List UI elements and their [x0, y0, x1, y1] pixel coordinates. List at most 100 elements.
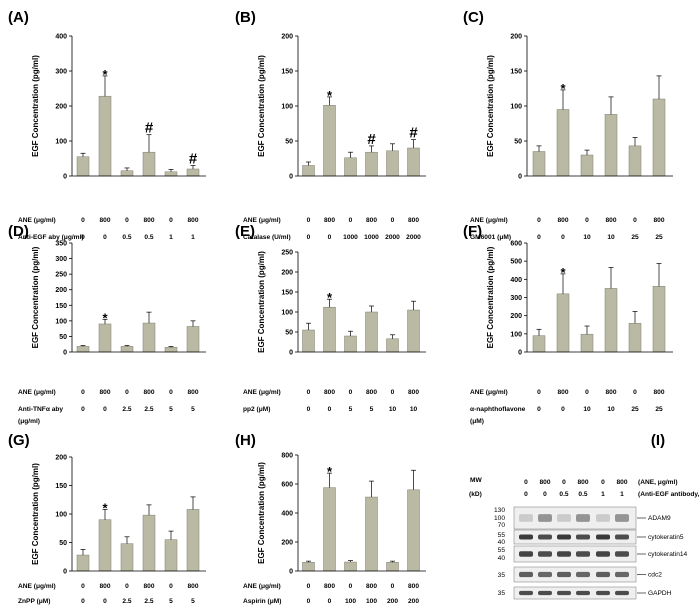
chart-panel-3: (C)EGF Concentration (pg/ml)050100150200…	[463, 9, 673, 241]
blot-lane-ane: 800	[577, 479, 588, 486]
y-tick-label: 500	[510, 259, 522, 266]
bar	[556, 109, 570, 177]
condition-value: 0	[125, 217, 129, 224]
condition-value: 800	[324, 217, 335, 224]
condition-value: 0	[81, 598, 85, 605]
bar	[142, 151, 156, 177]
condition-value: 0	[349, 217, 353, 224]
condition-value: 0	[81, 217, 85, 224]
mw-marker: 55	[498, 532, 506, 539]
condition-label: ANE (μg/ml)	[470, 217, 508, 224]
condition-value: 5	[169, 598, 173, 605]
condition-value: 10	[607, 234, 615, 241]
condition-value: 0	[307, 598, 311, 605]
blot-lane-aby: 0	[524, 491, 528, 498]
blot-lane-ane: 800	[539, 479, 550, 486]
blot-lane-ane: 800	[616, 479, 627, 486]
y-tick-label: 0	[63, 174, 67, 181]
condition-value: 0	[349, 583, 353, 590]
condition-label: Catalase (U/ml)	[243, 234, 291, 241]
protein-label: cytokeratin14	[648, 551, 688, 558]
condition-value: 800	[187, 217, 198, 224]
y-tick-label: 400	[281, 511, 293, 518]
condition-value: 1	[191, 234, 195, 241]
condition-value: 2.5	[144, 598, 153, 605]
condition-value: 800	[408, 389, 419, 396]
bar	[120, 170, 134, 177]
blot-band	[519, 590, 533, 596]
mw-marker: 55	[498, 547, 506, 554]
condition-value: 10	[410, 406, 418, 413]
blot-lane-ane: 0	[524, 479, 528, 486]
protein-label: cdc2	[648, 572, 662, 579]
blot-aby-label: (Anti-EGF antibody, μg/ml)	[638, 491, 700, 498]
bar	[142, 322, 156, 353]
blot-lane-aby: 0.5	[578, 491, 587, 498]
blot-band	[576, 571, 590, 578]
bar	[76, 554, 90, 572]
hash-mark: #	[409, 125, 418, 142]
bar	[580, 333, 594, 353]
blot-band	[596, 534, 610, 540]
condition-label: Aspirin (μM)	[243, 598, 281, 605]
condition-label: Anti-TNFα aby	[18, 406, 63, 413]
blot-band	[557, 571, 571, 578]
condition-value: 800	[605, 217, 616, 224]
condition-value: 0	[328, 598, 332, 605]
y-tick-label: 0	[518, 174, 522, 181]
blot-band	[596, 551, 610, 557]
condition-value: 2.5	[122, 406, 131, 413]
chart-panel-8: (H) EGF Concentration (pg/ml) 0 200 400 600 80…	[235, 432, 426, 605]
bar	[302, 562, 315, 572]
y-tick-label: 400	[55, 34, 67, 41]
condition-value: 800	[366, 217, 377, 224]
y-tick-label: 250	[55, 272, 67, 279]
bar	[120, 543, 134, 572]
y-tick-label: 350	[55, 241, 67, 248]
condition-value: 800	[99, 389, 110, 396]
condition-label: pp2 (μM)	[243, 406, 270, 413]
condition-value: 0	[633, 217, 637, 224]
condition-value: 0	[585, 389, 589, 396]
condition-value: 25	[655, 406, 663, 413]
blot-strip	[513, 566, 637, 583]
condition-value: 0	[81, 234, 85, 241]
significance-star: *	[560, 265, 566, 280]
y-tick-label: 100	[510, 331, 522, 338]
y-tick-label: 150	[55, 303, 67, 310]
bar	[407, 309, 420, 353]
blot-band	[557, 590, 571, 596]
bar	[365, 151, 378, 177]
hash-mark: #	[367, 131, 376, 148]
condition-value: 2000	[385, 234, 400, 241]
condition-value: 0	[307, 389, 311, 396]
condition-value: 0	[169, 583, 173, 590]
chart-panel-1: (A)EGF Concentration (pg/ml)010020030040…	[8, 9, 206, 241]
bar	[323, 105, 336, 177]
y-axis-label: EGF Concentration (pg/ml)	[31, 463, 40, 565]
bar	[98, 519, 112, 572]
condition-label: ANE (μg/ml)	[18, 583, 56, 590]
condition-value: 0	[125, 389, 129, 396]
bar	[164, 171, 178, 177]
bar	[407, 489, 420, 572]
panel-label: (H)	[235, 432, 256, 449]
condition-value: 10	[607, 406, 615, 413]
y-axis-label: EGF Concentration (pg/ml)	[257, 55, 266, 157]
y-tick-label: 0	[63, 569, 67, 576]
condition-value: 0	[391, 389, 395, 396]
y-axis-label: EGF Concentration (pg/ml)	[486, 55, 495, 157]
condition-value: 0	[391, 583, 395, 590]
y-tick-label: 100	[281, 310, 293, 317]
condition-label: (μM)	[470, 418, 484, 425]
blot-band	[576, 551, 590, 557]
significance-star: *	[327, 290, 333, 305]
y-tick-label: 0	[289, 569, 293, 576]
blot-strip	[513, 586, 637, 600]
bar	[556, 293, 570, 353]
bar	[532, 335, 546, 353]
blot-strip	[513, 545, 637, 563]
condition-label: α-naphthoflavone	[470, 406, 526, 413]
y-tick-label: 150	[55, 483, 67, 490]
y-tick-label: 100	[55, 512, 67, 519]
